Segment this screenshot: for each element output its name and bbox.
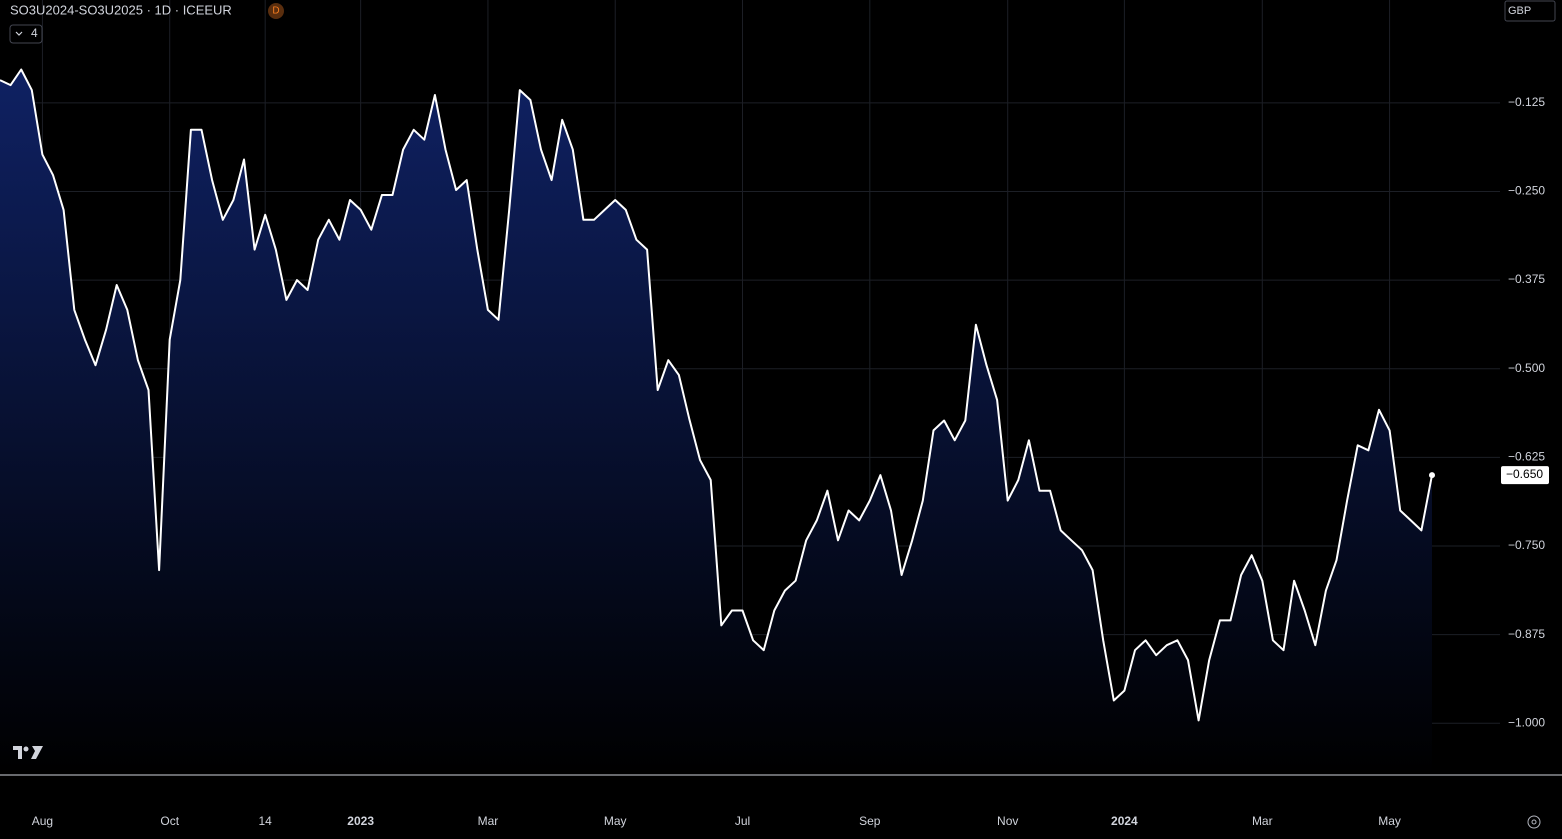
x-tick-label: May bbox=[604, 814, 627, 828]
x-tick-label: Oct bbox=[160, 814, 179, 828]
last-price-label: −0.650 bbox=[1506, 467, 1543, 481]
settings-icon-core bbox=[1531, 819, 1537, 825]
x-tick-label: Aug bbox=[32, 814, 53, 828]
x-tick-label: Jul bbox=[735, 814, 750, 828]
settings-icon[interactable] bbox=[1527, 815, 1541, 829]
x-tick-label: Mar bbox=[1252, 814, 1273, 828]
y-tick-label: −0.250 bbox=[1508, 184, 1545, 198]
last-price-box bbox=[1501, 466, 1549, 485]
x-tick-label: 2024 bbox=[1111, 814, 1138, 828]
x-tick-label: Sep bbox=[859, 814, 881, 828]
tradingview-logo bbox=[13, 746, 43, 759]
chart-title: SO3U2024-SO3U2025 · 1D · ICEEUR bbox=[10, 2, 232, 17]
indicator-count: 4 bbox=[31, 26, 38, 40]
y-tick-label: −0.750 bbox=[1508, 538, 1545, 552]
indicator-toggle[interactable] bbox=[9, 24, 43, 44]
x-tick-label: May bbox=[1378, 814, 1401, 828]
y-tick-label: −0.375 bbox=[1508, 272, 1545, 286]
y-tick-label: −1.000 bbox=[1508, 715, 1545, 729]
interval-badge: D bbox=[272, 6, 279, 17]
x-tick-label: 2023 bbox=[347, 814, 374, 828]
y-tick-label: −0.875 bbox=[1508, 627, 1545, 641]
last-point bbox=[1429, 472, 1435, 479]
chevron-icon bbox=[15, 31, 23, 36]
interval-badge-bg bbox=[268, 3, 284, 19]
area-fill bbox=[0, 69, 1432, 775]
plot-area bbox=[0, 68, 1435, 775]
price-line bbox=[0, 68, 1433, 722]
currency-label: GBP bbox=[1508, 5, 1531, 17]
y-tick-label: −0.625 bbox=[1508, 450, 1545, 464]
x-tick-label: Mar bbox=[478, 814, 499, 828]
y-tick-label: −0.125 bbox=[1508, 95, 1545, 109]
currency-box[interactable] bbox=[1504, 0, 1556, 22]
x-tick-label: Nov bbox=[997, 814, 1018, 828]
y-tick-label: −0.500 bbox=[1508, 361, 1545, 375]
x-tick-label: 14 bbox=[259, 814, 273, 828]
